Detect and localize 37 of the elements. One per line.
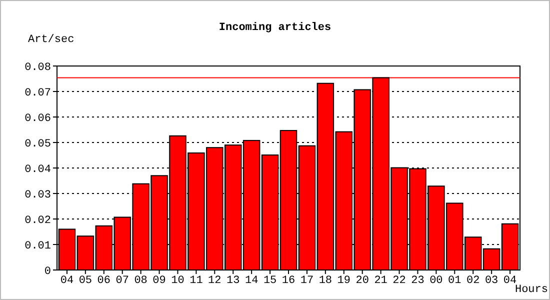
x-tick-label: 04 [503, 275, 518, 287]
x-tick-label: 09 [152, 275, 166, 287]
y-tick-label: 0.07 [24, 87, 51, 100]
x-tick-label: 16 [282, 275, 296, 287]
x-tick-label: 08 [134, 275, 148, 287]
x-axis-title: Hours [514, 284, 548, 296]
y-axis-title: Art/sec [28, 34, 74, 46]
y-tick-label: 0.01 [24, 240, 52, 252]
x-tick-label: 10 [171, 275, 184, 287]
x-tick-label: 22 [392, 275, 406, 287]
x-tick-label: 23 [411, 275, 424, 287]
y-tick-label: 0.06 [24, 112, 51, 125]
x-tick-label: 00 [430, 275, 443, 287]
x-tick-label: 20 [356, 275, 369, 287]
x-tick-label: 07 [116, 275, 129, 287]
x-tick-label: 21 [374, 275, 388, 287]
y-tick-label: 0.08 [24, 62, 51, 74]
x-tick-label: 15 [263, 275, 277, 287]
x-tick-label: 03 [484, 275, 498, 287]
x-tick-label: 05 [78, 275, 92, 287]
y-tick-label: 0.02 [24, 214, 51, 227]
x-tick-label: 13 [226, 275, 240, 287]
x-tick-label: 12 [208, 275, 222, 287]
x-tick-label: 14 [244, 275, 259, 287]
x-tick-label: 01 [448, 275, 462, 287]
y-tick-label: 0.04 [24, 164, 52, 176]
y-tick-label: 0.05 [24, 138, 51, 150]
y-tick-label: 0.03 [24, 189, 51, 202]
x-tick-label: 11 [190, 275, 204, 287]
x-tick-label: 06 [97, 275, 110, 287]
y-tick-label: 0 [44, 266, 51, 278]
x-tick-label: 04 [60, 275, 74, 287]
chart-title: Incoming articles [218, 22, 332, 34]
x-tick-label: 19 [337, 275, 350, 287]
x-tick-label: 18 [318, 275, 332, 287]
x-tick-label: 02 [466, 275, 480, 287]
x-tick-label: 17 [300, 275, 314, 287]
